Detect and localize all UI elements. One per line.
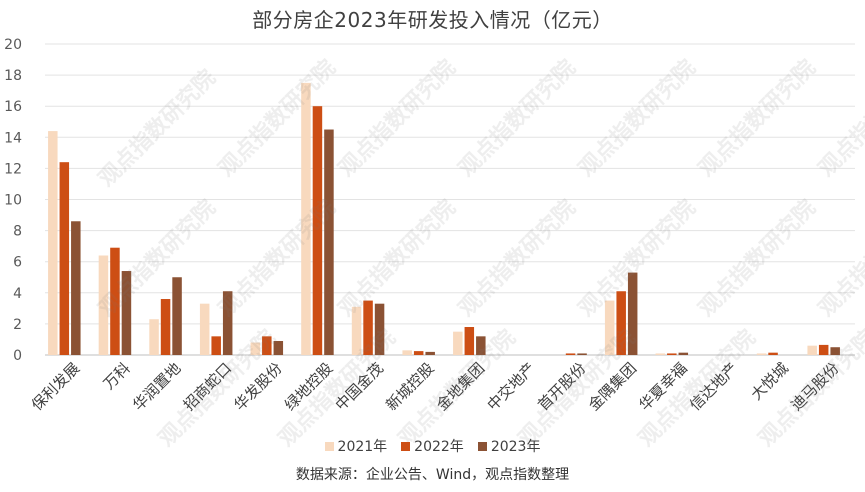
bar — [616, 291, 626, 355]
bar — [110, 247, 120, 355]
legend-swatch — [477, 441, 487, 451]
x-tick-label: 信达地产 — [686, 359, 741, 414]
bar — [807, 345, 817, 355]
bar — [363, 300, 373, 355]
bar — [604, 300, 615, 355]
chart-legend: 2021年 2022年 2023年 — [0, 436, 865, 456]
bar — [351, 306, 362, 355]
x-tick-label: 华发股份 — [230, 359, 285, 414]
bar — [768, 352, 778, 355]
bar — [655, 353, 666, 355]
bar — [678, 352, 689, 355]
bar — [172, 277, 182, 355]
bar — [324, 129, 334, 355]
bar — [250, 342, 261, 355]
x-tick-label: 首开股份 — [534, 359, 589, 414]
bar — [71, 221, 81, 355]
y-tick-label: 2 — [13, 317, 22, 333]
x-tick-label: 绿地控股 — [281, 359, 336, 414]
bar — [121, 271, 132, 355]
y-tick-label: 8 — [13, 224, 22, 240]
legend-item: 2021年 — [324, 436, 388, 456]
bar — [48, 131, 58, 355]
legend-item: 2023年 — [477, 436, 541, 456]
x-tick-label: 保利发展 — [28, 359, 83, 414]
bar — [374, 303, 385, 355]
y-tick-label: 10 — [4, 193, 22, 209]
y-tick-label: 6 — [13, 255, 22, 271]
x-tick-label: 中国金茂 — [332, 359, 387, 414]
y-tick-label: 4 — [13, 286, 22, 302]
x-tick-label: 金地集团 — [433, 359, 488, 414]
legend-label: 2023年 — [490, 439, 541, 455]
bar — [211, 336, 221, 355]
x-tick-label: 招商蛇口 — [180, 359, 235, 414]
bar — [301, 82, 311, 355]
y-tick-label: 20 — [4, 37, 22, 53]
x-tick-label: 金隅集团 — [585, 359, 640, 414]
bar — [453, 331, 463, 355]
bar — [160, 299, 171, 355]
x-tick-label: 华夏幸福 — [635, 359, 690, 414]
legend-label: 2022年 — [414, 439, 464, 455]
x-tick-label: 迪马股份 — [787, 359, 842, 414]
x-tick-label: 中交地产 — [484, 359, 539, 414]
bar — [627, 272, 638, 355]
y-tick-label: 14 — [4, 130, 22, 146]
bar — [149, 319, 159, 355]
bar — [756, 353, 767, 355]
bar — [667, 353, 677, 355]
y-tick-label: 0 — [13, 348, 22, 364]
bar — [273, 341, 284, 355]
x-tick-label: 大悦城 — [747, 359, 792, 404]
bar — [413, 351, 424, 355]
bar — [312, 106, 323, 355]
chart-title: 部分房企2023年研发投入情况（亿元） — [252, 8, 613, 32]
bar — [199, 303, 210, 355]
source-note: 数据来源：企业公告、Wind，观点指数整理 — [295, 467, 570, 483]
bar — [476, 336, 486, 355]
bar — [818, 344, 829, 355]
bar — [402, 350, 412, 355]
x-tick-label: 万科 — [100, 359, 134, 393]
y-tick-label: 16 — [4, 99, 22, 115]
legend-swatch — [401, 441, 411, 451]
bar — [222, 291, 233, 355]
bar — [262, 336, 272, 355]
y-tick-label: 12 — [4, 161, 22, 177]
y-tick-label: 18 — [4, 68, 22, 84]
legend-item: 2022年 — [401, 436, 464, 456]
bar — [577, 353, 587, 355]
bar — [98, 255, 109, 355]
legend-swatch — [324, 441, 334, 451]
legend-label: 2021年 — [337, 439, 388, 455]
bar — [425, 351, 435, 355]
x-tick-label: 新城控股 — [382, 359, 437, 414]
bar — [830, 347, 840, 355]
x-tick-label: 华润置地 — [129, 359, 184, 414]
bar — [565, 353, 576, 355]
bar — [59, 162, 70, 355]
bar — [464, 327, 475, 355]
